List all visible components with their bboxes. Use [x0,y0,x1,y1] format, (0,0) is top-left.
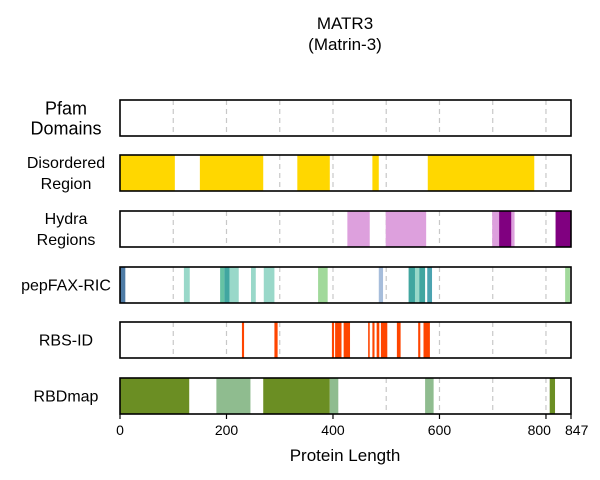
feature-segment [343,322,351,358]
feature-segment [425,378,434,414]
track-label: pepFAX-RIC [21,278,111,295]
x-tick-label: 0 [116,422,124,438]
feature-segment [347,211,370,247]
track-label: Regions [37,232,96,249]
track-frame [119,210,572,248]
track-label: RBDmap [34,389,99,406]
feature-segment [419,267,426,303]
track-label: Region [41,176,92,193]
feature-segment [423,322,430,358]
feature-segment [297,155,330,191]
track-label: Hydra [45,211,88,228]
feature-segment [408,267,415,303]
track-2: Hydra Regions [37,210,572,249]
feature-segment [120,267,126,303]
feature-segment [499,211,512,247]
track-label: RBS-ID [39,333,93,350]
feature-segment [183,267,190,303]
track-frame [119,99,572,137]
feature-segment [199,155,264,191]
x-tick-label: 847 [565,422,589,438]
feature-segment [385,211,427,247]
x-axis-label: Protein Length [290,446,401,465]
track-frame [119,154,572,192]
track-label: Domains [30,118,101,138]
feature-segment [372,155,379,191]
feature-segment [274,322,278,358]
feature-segment [263,378,330,414]
track-frame [119,377,572,415]
track-4: RBS-ID [39,321,572,359]
feature-segment [565,267,570,303]
feature-segment [427,155,535,191]
feature-segment [120,378,190,414]
track-5: RBDmap [34,377,572,415]
feature-segment [549,378,556,414]
feature-segment [396,322,401,358]
feature-segment [492,211,500,247]
track-1: Disordered Region [27,154,572,193]
x-axis: 0 200 400 600 800 847 [116,414,589,438]
chart-subtitle: (Matrin-3) [308,35,382,54]
feature-segment [120,155,175,191]
feature-segment [378,267,384,303]
feature-segment [216,378,251,414]
x-tick-label: 200 [215,422,239,438]
feature-segment [511,211,515,247]
feature-segment [376,322,380,358]
feature-segment [372,322,375,358]
feature-segment [427,267,433,303]
x-tick-label: 800 [528,422,552,438]
feature-segment [241,322,245,358]
feature-segment [380,322,388,358]
feature-segment [414,267,420,303]
chart-title: MATR3 [317,14,373,33]
feature-segment [368,322,370,358]
feature-segment [555,211,571,247]
x-tick-label: 400 [321,422,345,438]
feature-segment [335,322,342,358]
track-frame [119,266,572,304]
x-tick-label: 600 [428,422,452,438]
track-label: Disordered [27,155,105,172]
feature-segment [318,267,328,303]
feature-segment [220,267,225,303]
feature-segment [229,267,239,303]
feature-segment [418,322,421,358]
track-3: pepFAX-RIC [21,266,572,304]
feature-segment [224,267,230,303]
feature-segment [250,267,256,303]
feature-segment [263,267,275,303]
track-label: Pfam [45,98,87,118]
track-frame [119,321,572,359]
feature-segment [329,378,339,414]
feature-segment [331,322,335,358]
